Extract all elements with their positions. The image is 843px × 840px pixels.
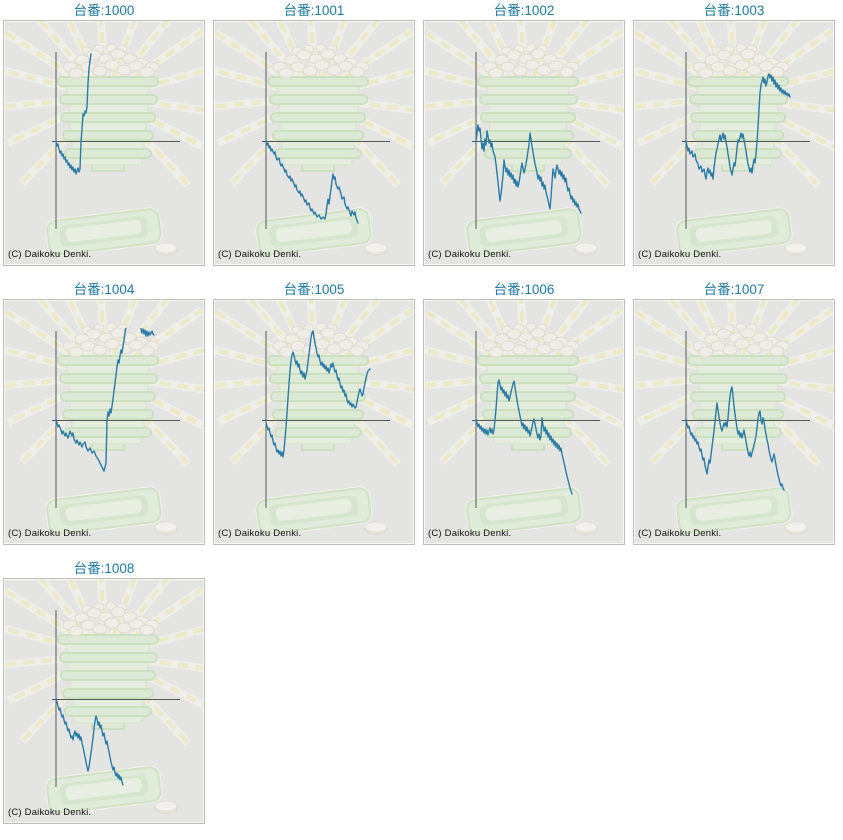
machine-watermark-illustration	[634, 21, 834, 257]
bottom-tray-illustration	[255, 207, 373, 257]
payout-line	[685, 73, 791, 180]
ball-pile-illustration	[62, 601, 160, 637]
tray-stack-illustration	[57, 76, 159, 172]
bottom-tray-illustration	[675, 207, 793, 257]
payout-line	[475, 379, 573, 495]
copyright-label: (C) Daikoku Denki.	[8, 807, 92, 818]
tray-stack-illustration	[267, 76, 369, 172]
machine-title: 台番:1005	[283, 282, 345, 297]
machine-watermark-illustration	[424, 21, 624, 257]
machine-title: 台番:1004	[73, 282, 135, 297]
coin-illustration	[574, 521, 598, 535]
machine-cell: 台番:1002	[423, 2, 625, 266]
ball-pile-illustration	[482, 322, 580, 358]
bottom-tray-illustration	[255, 486, 373, 536]
slump-graph-panel[interactable]: (C) Daikoku Denki.	[633, 299, 835, 545]
bottom-tray-illustration	[675, 486, 793, 536]
slump-graph-panel[interactable]: (C) Daikoku Denki.	[213, 20, 415, 266]
machine-watermark-illustration	[4, 300, 204, 536]
ball-pile-illustration	[272, 43, 370, 79]
machine-title: 台番:1003	[703, 3, 765, 18]
machine-cell: 台番:1003	[633, 2, 835, 266]
machine-watermark-illustration	[424, 300, 624, 536]
slump-graph-image	[4, 21, 204, 257]
ball-pile-illustration	[62, 43, 160, 79]
slump-graph-image	[424, 21, 624, 257]
machine-title: 台番:1001	[283, 3, 345, 18]
tray-stack-illustration	[267, 355, 369, 451]
payout-line	[55, 697, 124, 786]
coin-illustration	[154, 242, 178, 256]
machine-watermark-illustration	[634, 300, 834, 536]
payout-line	[265, 140, 359, 224]
ball-pile-illustration	[482, 43, 580, 79]
copyright-label: (C) Daikoku Denki.	[428, 249, 512, 260]
machine-title: 台番:1008	[73, 561, 135, 576]
slump-graph-panel[interactable]: (C) Daikoku Denki.	[3, 20, 205, 266]
copyright-label: (C) Daikoku Denki.	[218, 528, 302, 539]
slump-graph-panel[interactable]: (C) Daikoku Denki.	[423, 299, 625, 545]
slump-graph-image	[634, 21, 834, 257]
copyright-label: (C) Daikoku Denki.	[8, 249, 92, 260]
machine-cell: 台番:1004	[3, 281, 205, 545]
copyright-label: (C) Daikoku Denki.	[638, 528, 722, 539]
bottom-tray-illustration	[465, 486, 583, 536]
coin-illustration	[784, 521, 808, 535]
copyright-label: (C) Daikoku Denki.	[638, 249, 722, 260]
machine-title: 台番:1006	[493, 282, 555, 297]
copyright-label: (C) Daikoku Denki.	[218, 249, 302, 260]
copyright-label: (C) Daikoku Denki.	[428, 528, 512, 539]
machine-cell: 台番:1000	[3, 2, 205, 266]
slump-graph-panel[interactable]: (C) Daikoku Denki.	[633, 20, 835, 266]
bottom-tray-illustration	[45, 486, 163, 536]
machine-title: 台番:1002	[493, 3, 555, 18]
tray-stack-illustration	[57, 634, 159, 730]
slump-graph-image	[214, 300, 414, 536]
ball-pile-illustration	[692, 322, 790, 358]
machine-cell: 台番:1008	[3, 560, 205, 824]
payout-line	[55, 328, 155, 472]
payout-line	[55, 53, 92, 175]
machine-watermark-illustration	[214, 21, 414, 257]
copyright-label: (C) Daikoku Denki.	[8, 528, 92, 539]
slump-graph-panel[interactable]: (C) Daikoku Denki.	[213, 299, 415, 545]
machine-cell: 台番:1001	[213, 2, 415, 266]
payout-line	[685, 386, 785, 491]
coin-illustration	[784, 242, 808, 256]
coin-illustration	[154, 800, 178, 814]
machine-title: 台番:1000	[73, 3, 135, 18]
bottom-tray-illustration	[465, 207, 583, 257]
tray-stack-illustration	[477, 355, 579, 451]
ball-pile-illustration	[692, 43, 790, 79]
slump-graph-image	[424, 300, 624, 536]
machine-cell: 台番:1007	[633, 281, 835, 545]
payout-line	[265, 330, 371, 458]
coin-illustration	[574, 242, 598, 256]
machine-cell: 台番:1005	[213, 281, 415, 545]
coin-illustration	[364, 242, 388, 256]
machine-cell: 台番:1006	[423, 281, 625, 545]
payout-line	[475, 124, 582, 214]
slump-graph-image	[4, 579, 204, 815]
tray-stack-illustration	[477, 76, 579, 172]
ball-pile-illustration	[62, 322, 160, 358]
coin-illustration	[154, 521, 178, 535]
machine-watermark-illustration	[4, 579, 204, 815]
slump-graph-image	[4, 300, 204, 536]
slump-graph-panel[interactable]: (C) Daikoku Denki.	[3, 299, 205, 545]
slump-graph-panel[interactable]: (C) Daikoku Denki.	[423, 20, 625, 266]
ball-pile-illustration	[272, 322, 370, 358]
bottom-tray-illustration	[45, 765, 163, 815]
machine-watermark-illustration	[4, 21, 204, 257]
slump-graph-panel[interactable]: (C) Daikoku Denki.	[3, 578, 205, 824]
tray-stack-illustration	[687, 76, 789, 172]
slump-graph-image	[634, 300, 834, 536]
machine-title: 台番:1007	[703, 282, 765, 297]
coin-illustration	[364, 521, 388, 535]
bottom-tray-illustration	[45, 207, 163, 257]
tray-stack-illustration	[687, 355, 789, 451]
slump-graph-image	[214, 21, 414, 257]
